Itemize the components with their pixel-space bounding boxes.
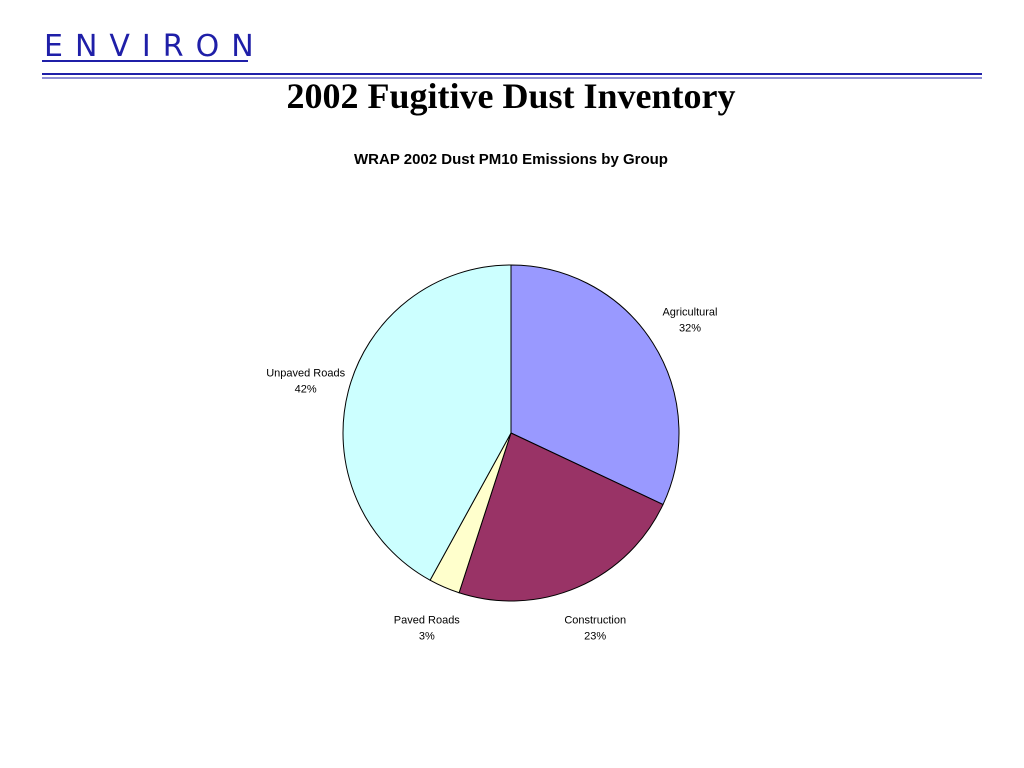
slice-value-label: 42% bbox=[295, 383, 317, 395]
chart-title: WRAP 2002 Dust PM10 Emissions by Group bbox=[354, 151, 668, 168]
pie-slice bbox=[342, 264, 512, 581]
slice-label: Unpaved Roads bbox=[266, 367, 345, 379]
logo: ENVIRON bbox=[44, 29, 266, 64]
slice-label: Construction bbox=[564, 615, 626, 627]
pie-slice bbox=[458, 432, 664, 602]
slice-value-label: 32% bbox=[679, 322, 701, 334]
slice-label: Paved Roads bbox=[394, 615, 461, 627]
pie-slice bbox=[510, 264, 680, 506]
slice-value-label: 3% bbox=[419, 631, 435, 643]
slice-value-label: 23% bbox=[584, 631, 606, 643]
slice-label: Agricultural bbox=[662, 306, 717, 318]
slide-title: 2002 Fugitive Dust Inventory bbox=[287, 76, 736, 116]
